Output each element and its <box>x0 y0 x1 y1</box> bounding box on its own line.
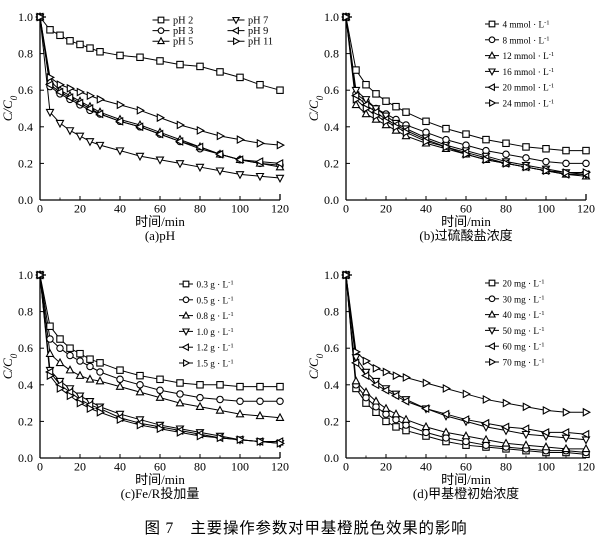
svg-text:0.5 g · L-1: 0.5 g · L-1 <box>197 295 234 305</box>
svg-text:120: 120 <box>577 460 595 474</box>
svg-text:1.0: 1.0 <box>324 10 339 24</box>
svg-text:pH 3: pH 3 <box>173 26 193 37</box>
svg-text:0.0: 0.0 <box>324 451 339 465</box>
svg-text:0.2: 0.2 <box>324 414 339 428</box>
svg-text:时间/min: 时间/min <box>441 214 491 229</box>
svg-text:pH 2: pH 2 <box>173 16 193 27</box>
svg-text:0.4: 0.4 <box>18 120 33 134</box>
svg-text:1.0: 1.0 <box>18 10 33 24</box>
svg-text:40: 40 <box>114 460 126 474</box>
svg-text:120: 120 <box>271 460 289 474</box>
svg-text:12 mmol · L-1: 12 mmol · L-1 <box>503 51 555 61</box>
svg-text:40 mg · L-1: 40 mg · L-1 <box>503 310 545 320</box>
svg-text:20 mmol · L-1: 20 mmol · L-1 <box>503 83 555 93</box>
svg-text:C/C0: C/C0 <box>0 353 19 379</box>
svg-text:80: 80 <box>194 202 206 216</box>
svg-text:40: 40 <box>420 460 432 474</box>
svg-text:20: 20 <box>74 202 86 216</box>
svg-text:70 mg · L-1: 70 mg · L-1 <box>503 357 545 367</box>
svg-text:24 mmol · L-1: 24 mmol · L-1 <box>503 98 555 108</box>
svg-text:16 mmol · L-1: 16 mmol · L-1 <box>503 67 555 77</box>
svg-text:时间/min: 时间/min <box>135 214 185 229</box>
svg-text:120: 120 <box>271 202 289 216</box>
svg-text:0.0: 0.0 <box>324 193 339 207</box>
svg-text:0.4: 0.4 <box>18 378 33 392</box>
svg-text:0.0: 0.0 <box>18 193 33 207</box>
svg-text:0.0: 0.0 <box>18 451 33 465</box>
svg-text:0.2: 0.2 <box>324 156 339 170</box>
svg-text:0.8 g · L-1: 0.8 g · L-1 <box>197 311 234 321</box>
svg-text:20 mg · L-1: 20 mg · L-1 <box>503 278 545 288</box>
svg-text:1.0 g · L-1: 1.0 g · L-1 <box>197 327 234 337</box>
svg-text:pH 9: pH 9 <box>248 26 268 37</box>
svg-text:0.4: 0.4 <box>324 120 339 134</box>
svg-text:0: 0 <box>343 202 349 216</box>
svg-text:80: 80 <box>500 460 512 474</box>
svg-text:4 mmol · L-1: 4 mmol · L-1 <box>503 19 550 29</box>
svg-text:30 mg · L-1: 30 mg · L-1 <box>503 294 545 304</box>
svg-text:1.2 g · L-1: 1.2 g · L-1 <box>197 343 234 353</box>
svg-text:1.0: 1.0 <box>18 268 33 282</box>
svg-text:C/C0: C/C0 <box>0 95 19 121</box>
svg-text:0: 0 <box>343 460 349 474</box>
svg-text:0.3 g · L-1: 0.3 g · L-1 <box>197 279 234 289</box>
svg-text:100: 100 <box>537 460 555 474</box>
svg-text:40: 40 <box>114 202 126 216</box>
svg-text:C/C0: C/C0 <box>306 95 325 121</box>
svg-text:pH 7: pH 7 <box>248 16 268 27</box>
svg-text:20: 20 <box>380 460 392 474</box>
svg-text:(d)甲基橙初始浓度: (d)甲基橙初始浓度 <box>413 486 519 501</box>
svg-text:120: 120 <box>577 202 595 216</box>
svg-text:0.2: 0.2 <box>18 414 33 428</box>
svg-text:1.0: 1.0 <box>324 268 339 282</box>
svg-text:40: 40 <box>420 202 432 216</box>
svg-text:1.5 g · L-1: 1.5 g · L-1 <box>197 358 234 368</box>
svg-text:(a)pH: (a)pH <box>145 228 175 243</box>
svg-text:0.6: 0.6 <box>18 341 33 355</box>
svg-text:时间/min: 时间/min <box>135 472 185 487</box>
svg-text:pH 5: pH 5 <box>173 37 193 48</box>
svg-text:100: 100 <box>231 460 249 474</box>
svg-text:8 mmol · L-1: 8 mmol · L-1 <box>503 35 550 45</box>
svg-text:0.6: 0.6 <box>18 83 33 97</box>
svg-text:时间/min: 时间/min <box>441 472 491 487</box>
svg-text:pH 11: pH 11 <box>248 37 273 48</box>
svg-text:20: 20 <box>74 460 86 474</box>
svg-text:0.6: 0.6 <box>324 341 339 355</box>
svg-text:0.8: 0.8 <box>324 47 339 61</box>
svg-text:60 mg · L-1: 60 mg · L-1 <box>503 342 545 352</box>
svg-text:(c)Fe/R投加量: (c)Fe/R投加量 <box>121 486 200 501</box>
svg-text:0.8: 0.8 <box>324 305 339 319</box>
svg-text:50 mg · L-1: 50 mg · L-1 <box>503 326 545 336</box>
svg-text:0: 0 <box>37 202 43 216</box>
svg-text:100: 100 <box>537 202 555 216</box>
svg-text:20: 20 <box>380 202 392 216</box>
svg-text:0.4: 0.4 <box>324 378 339 392</box>
svg-text:C/C0: C/C0 <box>306 353 325 379</box>
svg-text:0.2: 0.2 <box>18 156 33 170</box>
svg-text:80: 80 <box>500 202 512 216</box>
svg-text:0.8: 0.8 <box>18 305 33 319</box>
svg-text:0.8: 0.8 <box>18 47 33 61</box>
svg-text:0.6: 0.6 <box>324 83 339 97</box>
svg-text:0: 0 <box>37 460 43 474</box>
svg-text:100: 100 <box>231 202 249 216</box>
svg-text:80: 80 <box>194 460 206 474</box>
svg-text:(b)过硫酸盐浓度: (b)过硫酸盐浓度 <box>419 228 512 243</box>
